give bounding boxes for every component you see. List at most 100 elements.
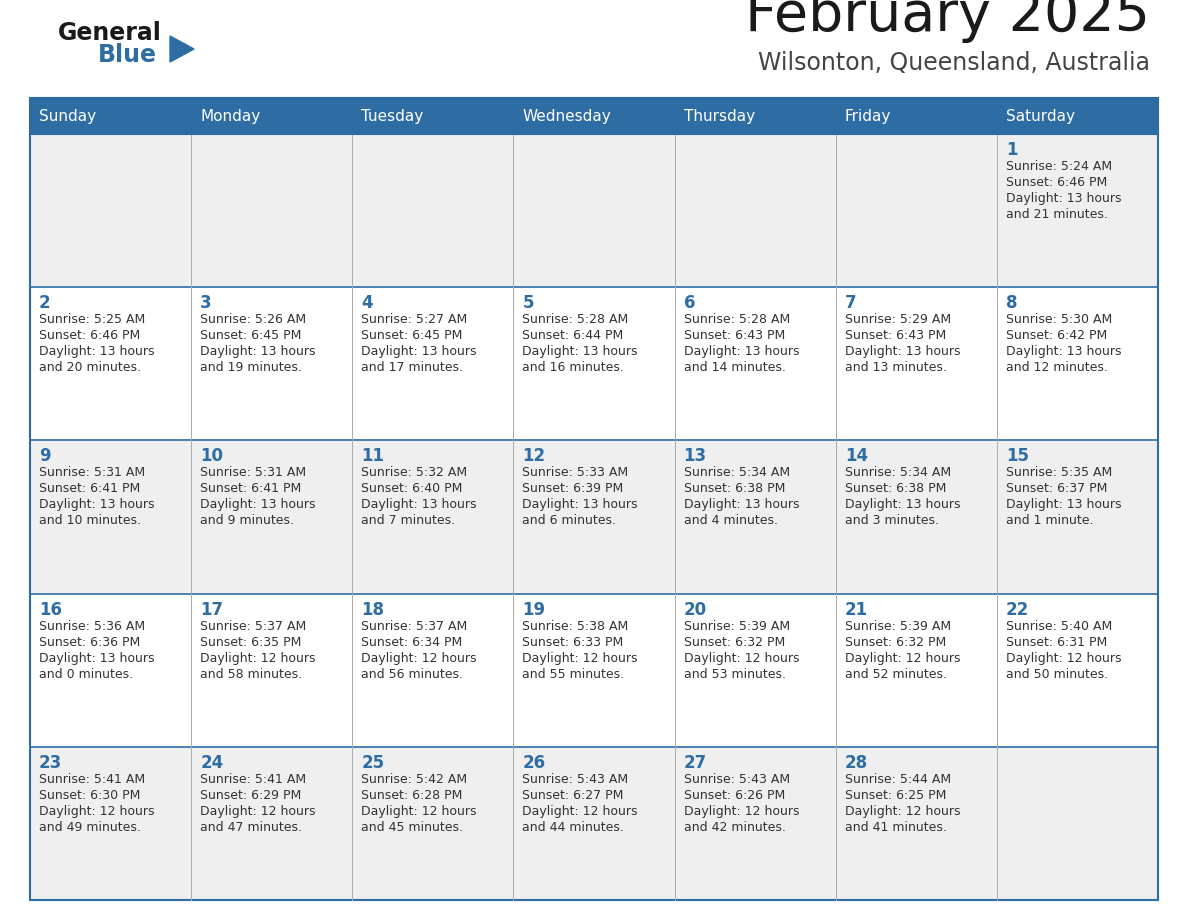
Text: 9: 9 — [39, 447, 51, 465]
Text: Daylight: 12 hours: Daylight: 12 hours — [845, 805, 960, 818]
Text: 28: 28 — [845, 754, 868, 772]
Bar — [675, 747, 835, 900]
Text: 10: 10 — [200, 447, 223, 465]
Bar — [30, 98, 1158, 134]
Text: 4: 4 — [361, 294, 373, 312]
Text: and 49 minutes.: and 49 minutes. — [39, 821, 141, 834]
Text: Sunrise: 5:25 AM: Sunrise: 5:25 AM — [39, 313, 145, 326]
Text: Sunrise: 5:33 AM: Sunrise: 5:33 AM — [523, 466, 628, 479]
Bar — [997, 594, 1158, 747]
Text: Sunrise: 5:31 AM: Sunrise: 5:31 AM — [200, 466, 307, 479]
Bar — [997, 287, 1158, 441]
Text: 18: 18 — [361, 600, 384, 619]
Text: Daylight: 13 hours: Daylight: 13 hours — [683, 498, 800, 511]
Text: Daylight: 13 hours: Daylight: 13 hours — [39, 345, 154, 358]
Text: and 6 minutes.: and 6 minutes. — [523, 514, 617, 528]
Text: Sunrise: 5:34 AM: Sunrise: 5:34 AM — [683, 466, 790, 479]
Text: and 53 minutes.: and 53 minutes. — [683, 667, 785, 680]
Bar — [353, 441, 513, 594]
Text: Sunset: 6:37 PM: Sunset: 6:37 PM — [1006, 482, 1107, 496]
Text: Sunset: 6:36 PM: Sunset: 6:36 PM — [39, 635, 140, 649]
Text: and 19 minutes.: and 19 minutes. — [200, 361, 302, 375]
Text: Daylight: 13 hours: Daylight: 13 hours — [200, 345, 316, 358]
Bar — [835, 134, 997, 287]
Bar — [835, 287, 997, 441]
Text: Sunrise: 5:41 AM: Sunrise: 5:41 AM — [39, 773, 145, 786]
Bar — [30, 287, 191, 441]
Bar — [835, 594, 997, 747]
Text: and 52 minutes.: and 52 minutes. — [845, 667, 947, 680]
Text: Sunset: 6:29 PM: Sunset: 6:29 PM — [200, 789, 302, 801]
Text: Sunset: 6:41 PM: Sunset: 6:41 PM — [39, 482, 140, 496]
Text: Sunrise: 5:43 AM: Sunrise: 5:43 AM — [523, 773, 628, 786]
Text: Sunrise: 5:32 AM: Sunrise: 5:32 AM — [361, 466, 467, 479]
Text: 5: 5 — [523, 294, 533, 312]
Text: Sunset: 6:35 PM: Sunset: 6:35 PM — [200, 635, 302, 649]
Bar — [30, 747, 191, 900]
Text: 15: 15 — [1006, 447, 1029, 465]
Bar — [513, 134, 675, 287]
Text: Daylight: 13 hours: Daylight: 13 hours — [845, 498, 960, 511]
Bar — [191, 747, 353, 900]
Bar — [675, 441, 835, 594]
Text: Thursday: Thursday — [683, 108, 754, 124]
Bar — [353, 287, 513, 441]
Text: 12: 12 — [523, 447, 545, 465]
Text: 11: 11 — [361, 447, 384, 465]
Text: Sunset: 6:46 PM: Sunset: 6:46 PM — [1006, 176, 1107, 189]
Text: Daylight: 13 hours: Daylight: 13 hours — [39, 498, 154, 511]
Text: and 14 minutes.: and 14 minutes. — [683, 361, 785, 375]
Text: Sunrise: 5:28 AM: Sunrise: 5:28 AM — [523, 313, 628, 326]
Text: Daylight: 12 hours: Daylight: 12 hours — [523, 652, 638, 665]
Text: and 7 minutes.: and 7 minutes. — [361, 514, 455, 528]
Text: Sunset: 6:45 PM: Sunset: 6:45 PM — [200, 330, 302, 342]
Text: Sunset: 6:43 PM: Sunset: 6:43 PM — [683, 330, 785, 342]
Text: Sunrise: 5:41 AM: Sunrise: 5:41 AM — [200, 773, 307, 786]
Text: Daylight: 13 hours: Daylight: 13 hours — [683, 345, 800, 358]
Text: Sunset: 6:44 PM: Sunset: 6:44 PM — [523, 330, 624, 342]
Text: Sunrise: 5:30 AM: Sunrise: 5:30 AM — [1006, 313, 1112, 326]
Text: Daylight: 13 hours: Daylight: 13 hours — [523, 498, 638, 511]
Text: Blue: Blue — [97, 43, 157, 67]
Text: Daylight: 12 hours: Daylight: 12 hours — [200, 805, 316, 818]
Text: and 45 minutes.: and 45 minutes. — [361, 821, 463, 834]
Bar — [30, 441, 191, 594]
Text: Sunrise: 5:39 AM: Sunrise: 5:39 AM — [683, 620, 790, 633]
Text: Daylight: 12 hours: Daylight: 12 hours — [683, 652, 800, 665]
Text: and 9 minutes.: and 9 minutes. — [200, 514, 295, 528]
Bar — [997, 747, 1158, 900]
Text: Tuesday: Tuesday — [361, 108, 424, 124]
Text: Sunrise: 5:29 AM: Sunrise: 5:29 AM — [845, 313, 950, 326]
Text: Sunrise: 5:39 AM: Sunrise: 5:39 AM — [845, 620, 950, 633]
Text: Sunset: 6:38 PM: Sunset: 6:38 PM — [683, 482, 785, 496]
Text: and 4 minutes.: and 4 minutes. — [683, 514, 778, 528]
Text: Sunrise: 5:43 AM: Sunrise: 5:43 AM — [683, 773, 790, 786]
Text: Daylight: 13 hours: Daylight: 13 hours — [1006, 345, 1121, 358]
Text: 20: 20 — [683, 600, 707, 619]
Bar — [675, 594, 835, 747]
Text: Sunrise: 5:36 AM: Sunrise: 5:36 AM — [39, 620, 145, 633]
Text: 22: 22 — [1006, 600, 1029, 619]
Text: Daylight: 12 hours: Daylight: 12 hours — [845, 652, 960, 665]
Text: and 47 minutes.: and 47 minutes. — [200, 821, 302, 834]
Bar — [353, 594, 513, 747]
Bar — [513, 441, 675, 594]
Bar — [191, 594, 353, 747]
Text: Daylight: 13 hours: Daylight: 13 hours — [200, 498, 316, 511]
Text: Sunrise: 5:42 AM: Sunrise: 5:42 AM — [361, 773, 467, 786]
Text: and 21 minutes.: and 21 minutes. — [1006, 208, 1107, 221]
Polygon shape — [170, 36, 194, 62]
Text: 3: 3 — [200, 294, 211, 312]
Text: Sunrise: 5:24 AM: Sunrise: 5:24 AM — [1006, 160, 1112, 173]
Text: Sunrise: 5:27 AM: Sunrise: 5:27 AM — [361, 313, 468, 326]
Bar — [675, 134, 835, 287]
Text: Daylight: 13 hours: Daylight: 13 hours — [39, 652, 154, 665]
Text: 14: 14 — [845, 447, 868, 465]
Text: Sunset: 6:28 PM: Sunset: 6:28 PM — [361, 789, 462, 801]
Text: Sunset: 6:32 PM: Sunset: 6:32 PM — [845, 635, 946, 649]
Bar — [353, 747, 513, 900]
Text: Sunday: Sunday — [39, 108, 96, 124]
Text: Daylight: 13 hours: Daylight: 13 hours — [1006, 498, 1121, 511]
Text: 25: 25 — [361, 754, 385, 772]
Text: and 41 minutes.: and 41 minutes. — [845, 821, 947, 834]
